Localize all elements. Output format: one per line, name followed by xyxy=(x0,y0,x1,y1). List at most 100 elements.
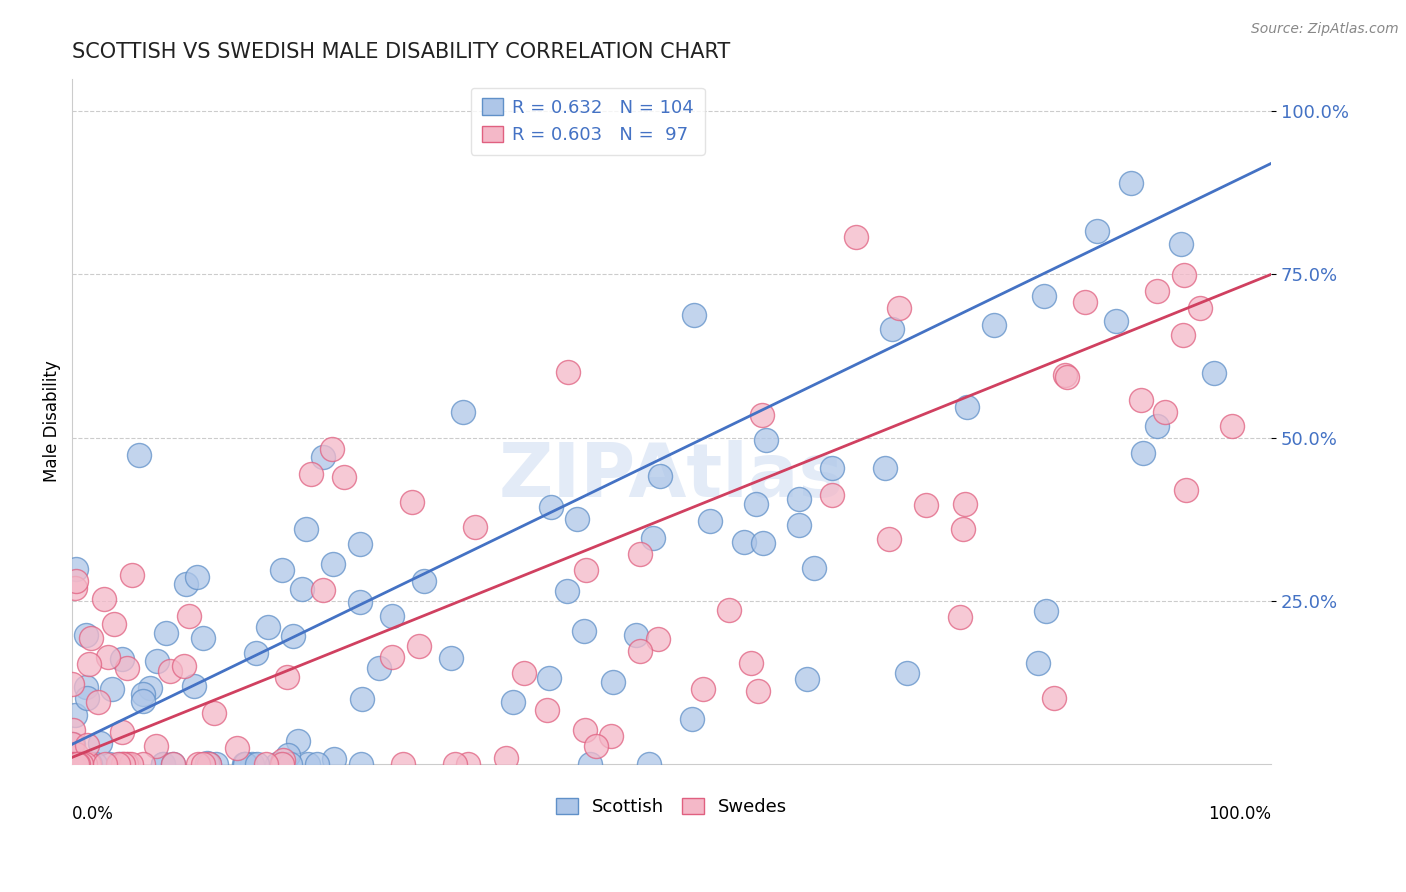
Point xyxy=(381,650,404,665)
Point xyxy=(1035,604,1057,618)
Point xyxy=(76,691,98,706)
Point xyxy=(94,756,117,771)
Point xyxy=(145,739,167,754)
Point xyxy=(444,756,467,771)
Point xyxy=(256,620,278,634)
Point xyxy=(391,756,413,771)
Point xyxy=(681,713,703,727)
Point xyxy=(204,756,226,771)
Point xyxy=(79,756,101,771)
Point xyxy=(202,706,225,720)
Point xyxy=(585,739,607,754)
Point xyxy=(295,522,318,536)
Point xyxy=(1154,405,1177,419)
Point xyxy=(162,756,184,771)
Point xyxy=(271,753,294,767)
Point xyxy=(70,756,93,771)
Point xyxy=(650,469,672,483)
Point xyxy=(1073,295,1095,310)
Point xyxy=(191,756,214,771)
Point xyxy=(575,563,598,577)
Point xyxy=(79,756,101,771)
Point xyxy=(155,625,177,640)
Point xyxy=(1033,289,1056,303)
Text: 0.0%: 0.0% xyxy=(72,805,114,823)
Point xyxy=(65,747,87,761)
Point xyxy=(572,624,595,638)
Point xyxy=(624,628,647,642)
Point xyxy=(495,751,517,765)
Point xyxy=(956,400,979,414)
Point xyxy=(349,595,371,609)
Point xyxy=(66,756,89,771)
Point xyxy=(65,756,87,771)
Point xyxy=(65,562,87,576)
Point xyxy=(803,561,825,575)
Point xyxy=(60,756,83,771)
Point xyxy=(187,756,209,771)
Point xyxy=(323,752,346,766)
Point xyxy=(162,756,184,771)
Point xyxy=(271,563,294,577)
Point xyxy=(62,751,84,765)
Point xyxy=(75,628,97,642)
Point xyxy=(1105,313,1128,327)
Point xyxy=(65,756,87,771)
Text: SCOTTISH VS SWEDISH MALE DISABILITY CORRELATION CHART: SCOTTISH VS SWEDISH MALE DISABILITY CORR… xyxy=(72,42,731,62)
Point xyxy=(75,681,97,695)
Point xyxy=(682,308,704,322)
Point xyxy=(821,460,844,475)
Point xyxy=(76,756,98,771)
Point xyxy=(197,756,219,771)
Point xyxy=(111,756,134,771)
Point xyxy=(1175,483,1198,497)
Y-axis label: Male Disability: Male Disability xyxy=(44,360,60,482)
Point xyxy=(62,723,84,738)
Point xyxy=(752,536,775,550)
Point xyxy=(277,748,299,763)
Point xyxy=(159,664,181,678)
Point xyxy=(67,756,90,771)
Point xyxy=(152,756,174,771)
Point xyxy=(1119,176,1142,190)
Point xyxy=(451,405,474,419)
Point xyxy=(266,756,288,771)
Point xyxy=(513,666,536,681)
Point xyxy=(101,681,124,696)
Point xyxy=(401,494,423,508)
Point xyxy=(602,675,624,690)
Point xyxy=(111,725,134,739)
Point xyxy=(349,537,371,551)
Point xyxy=(63,755,86,769)
Point xyxy=(60,737,83,751)
Point xyxy=(540,500,562,514)
Point xyxy=(103,617,125,632)
Point xyxy=(537,671,560,685)
Point xyxy=(132,694,155,708)
Point xyxy=(97,649,120,664)
Point xyxy=(464,520,486,534)
Point xyxy=(565,512,588,526)
Point xyxy=(111,651,134,665)
Point xyxy=(246,756,269,771)
Point xyxy=(173,659,195,673)
Point xyxy=(132,756,155,771)
Point xyxy=(821,488,844,502)
Point xyxy=(225,740,247,755)
Point xyxy=(557,365,579,379)
Point xyxy=(887,301,910,316)
Point xyxy=(796,672,818,686)
Point xyxy=(276,670,298,684)
Point xyxy=(121,568,143,582)
Point xyxy=(198,756,221,771)
Point xyxy=(579,756,602,771)
Point xyxy=(952,522,974,536)
Point xyxy=(574,723,596,737)
Point xyxy=(1220,419,1243,434)
Point xyxy=(350,691,373,706)
Point xyxy=(108,756,131,771)
Point xyxy=(1146,284,1168,298)
Point xyxy=(179,608,201,623)
Text: 100.0%: 100.0% xyxy=(1208,805,1271,823)
Point xyxy=(80,631,103,645)
